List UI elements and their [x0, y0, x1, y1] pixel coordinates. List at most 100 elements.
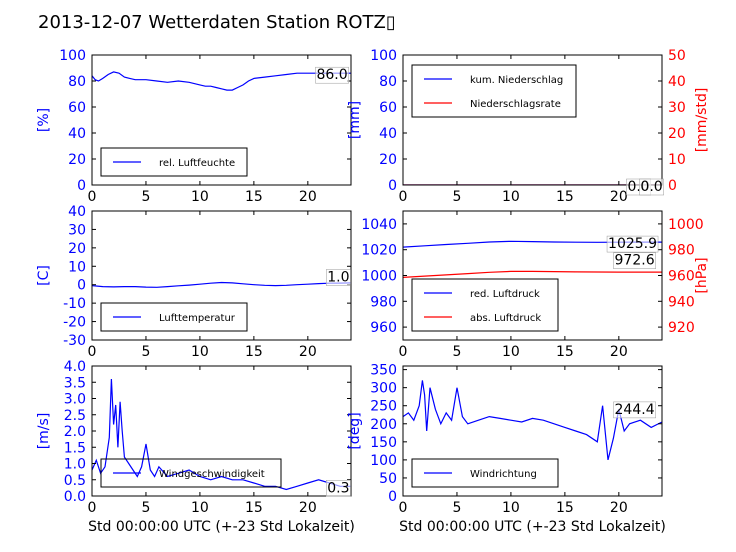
x-tick-label: 0 — [88, 344, 97, 360]
y-tick-label: 100 — [59, 48, 86, 64]
y-tick-label: 250 — [370, 399, 397, 415]
annotation-box — [613, 252, 656, 269]
series-line-temperature-0 — [92, 281, 351, 288]
y2-tick-label: 30 — [668, 100, 686, 116]
chart-temperature: 0 5 10 15 20 -30 -20 -10 0 10 20 30 40 [C] Lufttempera… — [36, 204, 352, 360]
y-tick-label: 1000 — [361, 269, 397, 285]
legend-box — [100, 302, 248, 332]
y-tick-label: 2.5 — [64, 408, 86, 424]
y-tick-label: 60 — [379, 100, 397, 116]
y-tick-label: 40 — [379, 126, 397, 142]
x-tick-label: 15 — [245, 189, 263, 205]
chart-precipitation: 0 5 10 15 20 0 20 40 60 80 100 0 10 20 30 40 50 [mm] [mm/s… — [347, 48, 710, 205]
y-tick-label: 20 — [379, 152, 397, 168]
y-tick-label: 50 — [379, 471, 397, 487]
x-tick-label: 0 — [88, 500, 97, 516]
y2-tick-label: 980 — [668, 243, 695, 259]
x-tick-label: 20 — [610, 189, 628, 205]
chart-humidity: 0 5 10 15 20 0 20 40 60 80 100 [%] rel. Luftfeuchte 8… — [36, 48, 352, 205]
y-tick-label: 80 — [379, 74, 397, 90]
y2-tick-label: 50 — [668, 48, 686, 64]
legend-windspeed: Windgeschwindigkeit — [100, 458, 282, 488]
x-tick-label: 5 — [141, 500, 150, 516]
plot-frame — [91, 210, 352, 341]
y-tick-label: -10 — [63, 296, 86, 312]
x-tick-label: 10 — [502, 189, 520, 205]
annotation-box — [639, 178, 664, 196]
x-tick-label: 20 — [610, 500, 628, 516]
y-tick-label: 0.5 — [64, 473, 86, 489]
y-axis-label: [mm] — [347, 101, 363, 139]
legend-box — [411, 458, 559, 488]
x-tick-label: 15 — [245, 500, 263, 516]
legend-box — [100, 458, 282, 488]
chart-pressure: 0 5 10 15 20 960 980 1000 1020 1040 920 940 960 980 10… — [361, 210, 710, 360]
legend-label: red. Luftdruck — [470, 289, 540, 300]
x-tick-label: 0 — [399, 500, 408, 516]
value-annotation: 244.4 — [615, 402, 655, 418]
x-axis-label: Std 00:00:00 UTC (+-23 Std Lokalzeit) — [399, 519, 666, 535]
legend-label: abs. Luftdruck — [470, 313, 541, 324]
annotation-box — [315, 66, 349, 84]
value-annotation: 86.0 — [316, 67, 347, 83]
y2-tick-label: 10 — [668, 152, 686, 168]
x-tick-label: 5 — [141, 189, 150, 205]
y-tick-label: 10 — [68, 259, 86, 275]
figure-title: 2013-12-07 Wetterdaten Station ROTZ▯ — [38, 12, 396, 33]
y-tick-label: 3.0 — [64, 392, 86, 408]
y-tick-label: 350 — [370, 363, 397, 379]
x-tick-label: 5 — [141, 344, 150, 360]
annotation-box — [606, 235, 659, 253]
legend-label: kum. Niederschlag — [470, 75, 563, 86]
legend-label: Windgeschwindigkeit — [159, 469, 265, 480]
x-tick-label: 10 — [191, 500, 209, 516]
legend-pressure: red. Luftdruck abs. Luftdruck — [411, 278, 559, 332]
y2-axis-label: [hPa] — [694, 257, 710, 293]
y-tick-label: 0 — [77, 178, 86, 194]
y-tick-label: 960 — [370, 320, 397, 336]
series-line-windspeed-0 — [92, 378, 351, 491]
y-tick-label: 20 — [68, 152, 86, 168]
y-tick-label: -30 — [63, 333, 86, 349]
y2-tick-label: 20 — [668, 126, 686, 142]
legend-precipitation: kum. Niederschlag Niederschlagsrate — [411, 64, 577, 118]
y2-tick-label: 960 — [668, 269, 695, 285]
x-tick-label: 5 — [452, 189, 461, 205]
y-axis-label: [deg] — [347, 412, 363, 449]
y-tick-label: 20 — [68, 241, 86, 257]
y-tick-label: 0 — [388, 178, 397, 194]
annotation-box — [326, 480, 351, 497]
series-line-humidity-0 — [92, 71, 351, 91]
series-line-pressure-1 — [403, 270, 662, 278]
x-tick-label: 10 — [191, 344, 209, 360]
legend-label: rel. Luftfeuchte — [159, 158, 235, 169]
legend-box — [411, 64, 577, 118]
x-axis-label: Std 00:00:00 UTC (+-23 Std Lokalzeit) — [88, 519, 355, 535]
y-tick-label: 300 — [370, 381, 397, 397]
legend-label: Lufttemperatur — [159, 313, 236, 324]
legend-label: Windrichtung — [470, 469, 537, 480]
x-tick-label: 0 — [399, 189, 408, 205]
y-tick-label: 0 — [77, 278, 86, 294]
legend-label: Niederschlagsrate — [470, 99, 561, 110]
y-tick-label: 30 — [68, 222, 86, 238]
y2-axis-label: [mm/std] — [694, 88, 710, 153]
chart-windspeed: 0 5 10 15 20 0.00.51.01.52.02.53.03.54.0 [m/s]… — [36, 359, 355, 535]
legend-winddirection: Windrichtung — [411, 458, 559, 488]
y-tick-label: 980 — [370, 294, 397, 310]
legend-box — [100, 147, 248, 177]
x-tick-label: 10 — [502, 344, 520, 360]
y-tick-label: 40 — [68, 126, 86, 142]
y-tick-label: 3.5 — [64, 375, 86, 391]
y-axis-label: [C] — [36, 265, 52, 286]
y-axis-label: [%] — [36, 108, 52, 132]
y-axis-label: [m/s] — [36, 413, 52, 450]
legend-humidity: rel. Luftfeuchte — [100, 147, 248, 177]
x-tick-label: 20 — [299, 344, 317, 360]
series-line-winddirection-0 — [403, 380, 662, 461]
x-tick-label: 5 — [452, 344, 461, 360]
